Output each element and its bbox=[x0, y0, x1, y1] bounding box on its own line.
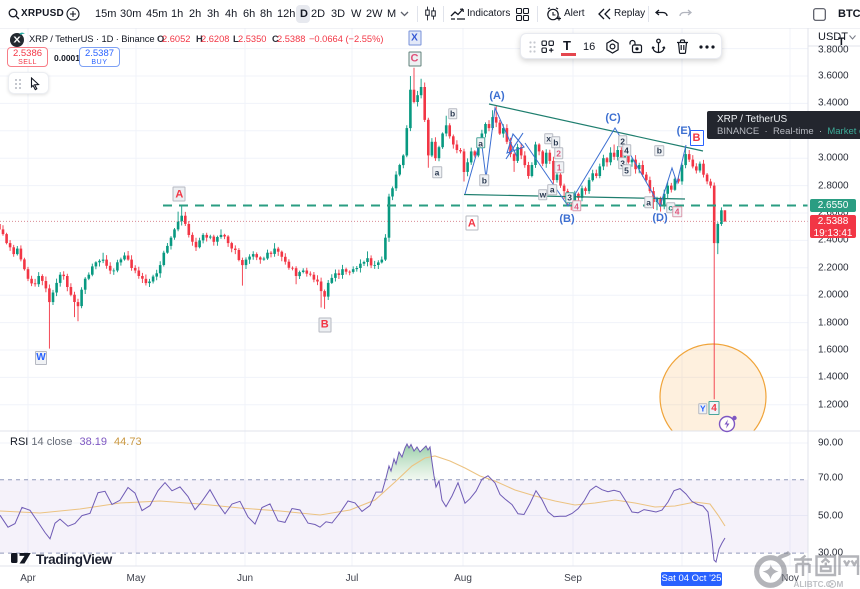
svg-text:ALIBTC.C: ALIBTC.C bbox=[794, 580, 832, 589]
svg-text:TradingView: TradingView bbox=[36, 552, 113, 567]
svg-text:M: M bbox=[837, 580, 844, 589]
